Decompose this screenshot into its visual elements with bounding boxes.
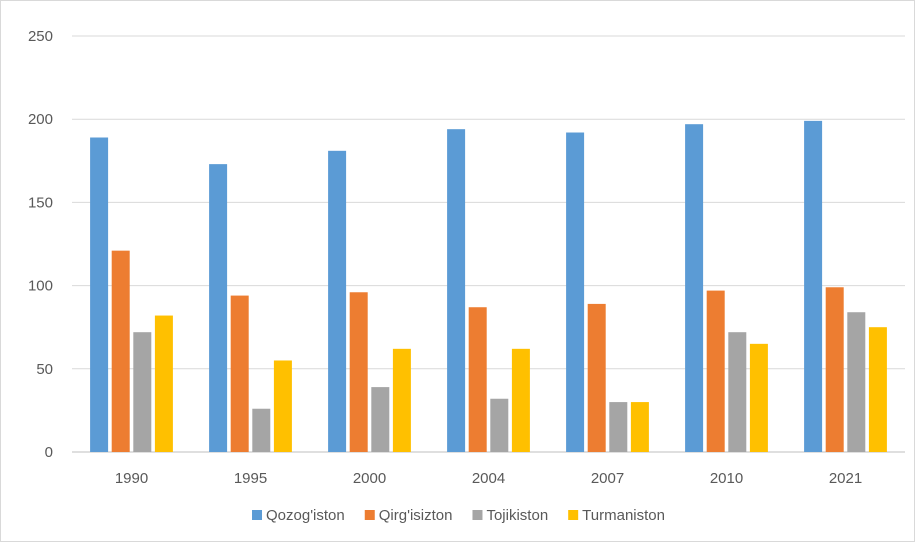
bar-qirg-isizton-2021 [825, 287, 844, 452]
bar-qozog-iston-2010 [685, 124, 704, 452]
x-tick-label: 2007 [591, 470, 624, 487]
legend-label: Qirg'isizton [379, 507, 453, 524]
bar-qozog-iston-1990 [90, 137, 109, 452]
y-tick-label: 150 [28, 194, 53, 211]
y-tick-label: 0 [45, 444, 53, 461]
bar-qirg-isizton-2004 [468, 307, 487, 452]
x-tick-label: 1990 [115, 470, 148, 487]
x-axis-ticks: 1990 1995 2000 2004 2007 2010 2021 [115, 470, 862, 487]
bar-qirg-isizton-2000 [349, 292, 368, 452]
x-tick-label: 2000 [353, 470, 386, 487]
bar-qozog-iston-2000 [328, 150, 347, 453]
y-axis-ticks: 0 50 100 150 200 250 [28, 28, 53, 461]
x-tick-label: 1995 [234, 470, 267, 487]
legend-item-qirg-isizton: Qirg'isizton [364, 507, 453, 524]
bar-tojikiston-1990 [133, 332, 152, 452]
legend-item-tojikiston: Tojikiston [472, 507, 548, 524]
bar-qozog-iston-2004 [447, 129, 466, 452]
bar-tojikiston-2010 [728, 332, 747, 452]
bar-tojikiston-2000 [371, 387, 390, 452]
bar-qozog-iston-2007 [566, 132, 585, 452]
bar-turmaniston-2007 [630, 402, 649, 452]
bar-turmaniston-1995 [273, 360, 292, 452]
bar-qozog-iston-2021 [804, 120, 823, 452]
y-tick-label: 250 [28, 28, 53, 45]
bar-tojikiston-2021 [847, 312, 866, 452]
bar-turmaniston-1990 [154, 315, 173, 452]
bar-turmaniston-2021 [868, 327, 887, 452]
x-tick-label: 2004 [472, 470, 505, 487]
x-tick-label: 2021 [829, 470, 862, 487]
legend-swatch [472, 510, 483, 520]
bar-qirg-isizton-2007 [587, 303, 606, 452]
bar-turmaniston-2010 [749, 343, 768, 452]
y-tick-label: 100 [28, 278, 53, 295]
legend-item-turmaniston: Turmaniston [568, 507, 665, 524]
legend-swatch [568, 510, 579, 520]
bar-tojikiston-2004 [490, 398, 509, 452]
legend-label: Qozog'iston [266, 507, 345, 524]
bar-tojikiston-1995 [252, 408, 271, 452]
bar-turmaniston-2000 [392, 348, 411, 452]
bar-tojikiston-2007 [609, 402, 628, 452]
bar-qirg-isizton-2010 [706, 290, 725, 452]
x-tick-label: 2010 [710, 470, 743, 487]
bars [90, 120, 887, 453]
bar-qozog-iston-1995 [209, 164, 228, 453]
gridlines [72, 35, 905, 453]
y-tick-label: 50 [36, 361, 53, 378]
bar-qirg-isizton-1995 [230, 295, 249, 452]
legend-swatch [364, 510, 375, 520]
legend-swatch [252, 510, 263, 520]
legend-label: Turmaniston [582, 507, 665, 524]
legend: Qozog'iston Qirg'isizton Tojikiston Turmani… [252, 507, 665, 524]
legend-item-qozog-iston: Qozog'iston [252, 507, 345, 524]
bar-turmaniston-2004 [511, 348, 530, 452]
y-tick-label: 200 [28, 111, 53, 128]
legend-label: Tojikiston [486, 507, 548, 524]
bar-qirg-isizton-1990 [111, 250, 130, 452]
